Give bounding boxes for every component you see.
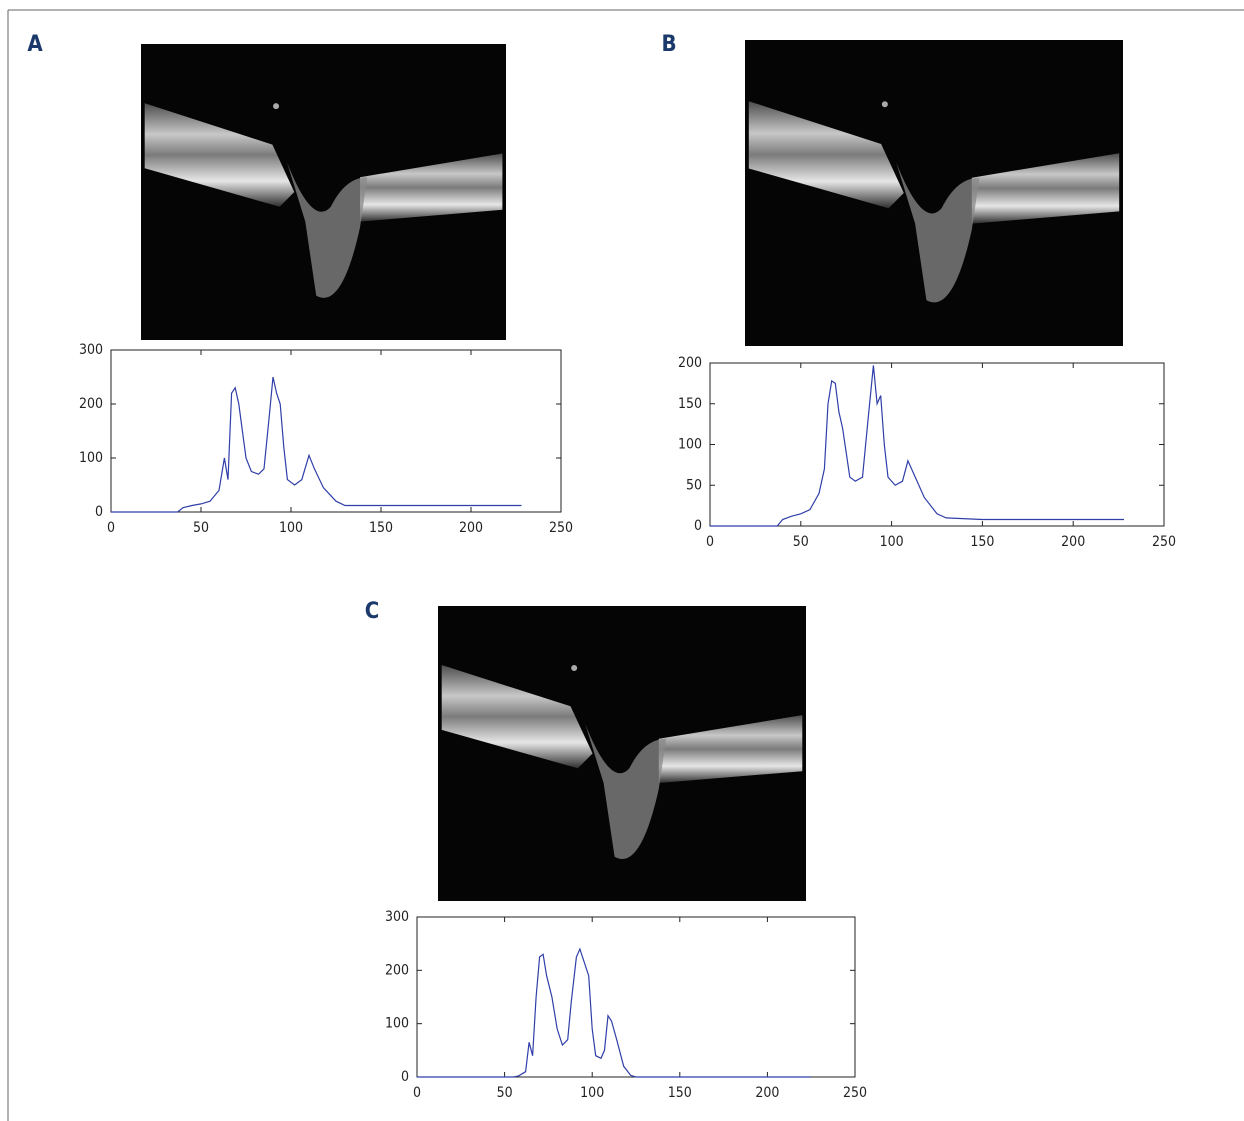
y-tick-label: 50	[686, 477, 702, 493]
y-tick-label: 150	[678, 396, 702, 412]
x-tick-label: 250	[549, 520, 573, 536]
y-tick-label: 300	[385, 909, 409, 925]
x-tick-label: 150	[970, 534, 994, 550]
plot-frame	[417, 917, 855, 1077]
x-tick-label: 150	[668, 1085, 692, 1101]
panel-label: B	[661, 32, 676, 57]
x-tick-label: 100	[580, 1085, 604, 1101]
x-tick-label: 0	[413, 1085, 421, 1101]
x-tick-label: 150	[369, 520, 393, 536]
panel-label: A	[27, 32, 43, 57]
spot	[882, 101, 888, 107]
plot-frame	[111, 350, 561, 512]
y-tick-label: 300	[79, 342, 103, 358]
x-tick-label: 200	[1061, 534, 1085, 550]
y-tick-label: 100	[385, 1016, 409, 1032]
y-tick-label: 0	[95, 504, 103, 520]
x-tick-label: 50	[497, 1085, 513, 1101]
x-tick-label: 200	[755, 1085, 779, 1101]
y-tick-label: 0	[401, 1069, 409, 1085]
y-tick-label: 100	[678, 437, 702, 453]
y-tick-label: 200	[79, 396, 103, 412]
plot-frame	[710, 363, 1164, 526]
x-tick-label: 50	[793, 534, 809, 550]
x-tick-label: 0	[706, 534, 714, 550]
x-tick-label: 250	[843, 1085, 867, 1101]
spot	[273, 103, 279, 109]
x-tick-label: 0	[107, 520, 115, 536]
x-tick-label: 100	[279, 520, 303, 536]
figure: A 0 50 100 150 200 250 0 100 200 300 B 0 50 100 150 200 2…	[0, 0, 1244, 1121]
y-tick-label: 200	[678, 355, 702, 371]
spot	[571, 665, 577, 671]
x-tick-label: 50	[193, 520, 209, 536]
x-tick-label: 200	[459, 520, 483, 536]
y-tick-label: 200	[385, 962, 409, 978]
y-tick-label: 0	[694, 518, 702, 534]
y-tick-label: 100	[79, 450, 103, 466]
x-tick-label: 250	[1152, 534, 1176, 550]
x-tick-label: 100	[880, 534, 904, 550]
panel-label: C	[365, 599, 380, 624]
